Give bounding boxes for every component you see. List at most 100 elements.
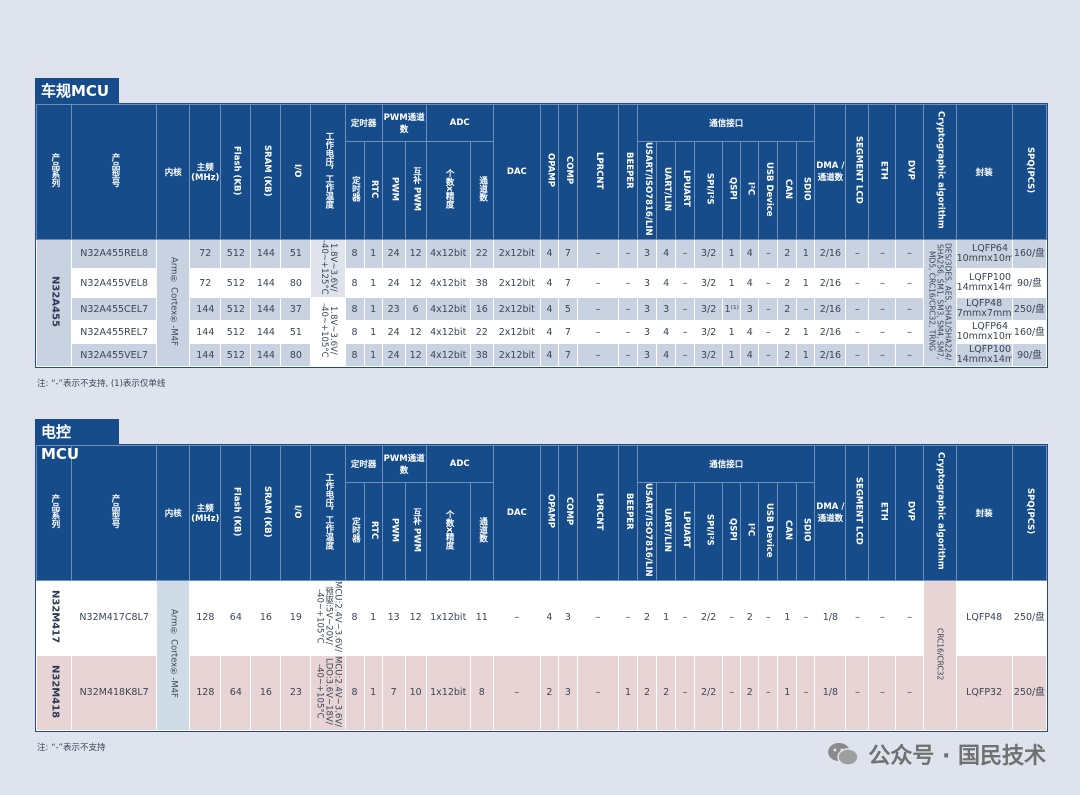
table-cell: 80: [280, 343, 312, 368]
table-cell: –: [796, 654, 816, 731]
table-row: N32A455VEL7 144 512 144 80 8 1 24 12 4x12bit 38 2x1…: [37, 343, 1048, 368]
table-cell: 2x12bit: [492, 297, 541, 322]
table-cell: 3: [637, 297, 658, 322]
table-cell: –: [675, 267, 696, 299]
table-cell: –: [845, 267, 870, 299]
column-header: PWM通道数: [381, 104, 427, 142]
table-cell: 4x12bit: [425, 343, 471, 368]
column-header: DVP: [895, 104, 924, 240]
table-cell: –: [868, 320, 897, 345]
motor-mcu-note: 注: “-”表示不支持: [37, 742, 106, 753]
column-header: 内核: [156, 104, 191, 240]
table-cell: 250/盘: [1011, 654, 1048, 731]
table-cell: 19: [280, 579, 312, 656]
table-cell: –: [618, 238, 639, 269]
column-header: 通信接口: [637, 104, 816, 142]
table-cell: 1.8V~3.6V/ -40~+105°C: [310, 297, 346, 368]
table-cell: 4: [539, 297, 559, 322]
column-subheader: SPI/I²S: [694, 141, 724, 240]
table-cell: 512: [220, 297, 252, 322]
table-cell: –: [868, 654, 897, 731]
table-cell: 8: [344, 343, 365, 368]
table-cell: 72: [189, 267, 222, 299]
table-cell: 1: [363, 297, 383, 322]
column-subheader: SDIO: [796, 482, 816, 581]
table-cell: –: [758, 343, 779, 368]
table-cell: –: [895, 579, 924, 656]
table-cell: 16: [250, 654, 282, 731]
column-subheader: 定时器: [344, 482, 365, 581]
table-cell: –: [895, 238, 924, 269]
table-cell: 2x12bit: [492, 238, 541, 269]
table-cell: –: [758, 297, 779, 322]
column-header: I/O: [280, 104, 312, 240]
column-header: SEGMENT LCD: [845, 104, 870, 240]
column-header: Flash (KB): [220, 104, 252, 240]
table-cell: 7: [557, 267, 578, 299]
column-header: COMP: [557, 104, 578, 240]
watermark: 公众号 · 国民技术: [826, 738, 1046, 770]
table-cell: –: [845, 297, 870, 322]
table-cell: –: [868, 343, 897, 368]
table-cell: –: [895, 320, 924, 345]
table-cell: –: [576, 579, 620, 656]
column-header: COMP: [557, 445, 578, 581]
table-cell: 3/2: [694, 343, 724, 368]
table-cell: 512: [220, 343, 252, 368]
table-cell: 2/2: [694, 654, 724, 731]
column-header: OPAMP: [539, 104, 559, 240]
table-cell: –: [845, 320, 870, 345]
table-cell: 3: [637, 320, 658, 345]
column-subheader: SDIO: [796, 141, 816, 240]
table-cell: 1: [656, 579, 677, 656]
wechat-icon: [826, 741, 860, 767]
column-header: 定时器: [344, 104, 383, 142]
table-cell: 1.8V~3.6V/ -40~+125°C: [310, 238, 346, 299]
table-cell: N32A455REL7: [71, 320, 158, 345]
column-subheader: LPUART: [675, 482, 696, 581]
table-row: N32A455REL7 144 512 144 51 8 1 24 12 4x12bit 22 2x1…: [37, 320, 1048, 345]
watermark-text: 公众号 · 国民技术: [868, 744, 1046, 769]
table-cell: –: [675, 320, 696, 345]
table-cell: 144: [250, 238, 282, 269]
table-cell: 1: [777, 579, 798, 656]
table-cell: 3: [557, 579, 578, 656]
column-header: SPQ(PCS): [1011, 445, 1048, 581]
table-cell: 2: [777, 343, 798, 368]
table-cell: 144: [189, 320, 222, 345]
table-cell: 4: [740, 343, 760, 368]
table-cell: 4: [539, 343, 559, 368]
table-cell: 8: [344, 238, 365, 269]
table-cell: –: [722, 579, 742, 656]
table-cell: 3/2: [694, 320, 724, 345]
auto-mcu-section: 车规MCU 产品系列 产品型号 内核 主频(MHz) Flash (KB) SRAM (K…: [35, 78, 1048, 390]
column-header: 主频(MHz): [189, 104, 222, 240]
table-cell: 144: [250, 297, 282, 322]
table-cell: 80: [280, 267, 312, 299]
table-cell: N32A455: [35, 238, 73, 368]
table-cell: 144: [250, 343, 282, 368]
table-cell: –: [895, 343, 924, 368]
column-subheader: SPI/I²S: [694, 482, 724, 581]
column-header: 定时器: [344, 445, 383, 483]
table-cell: 5: [557, 297, 578, 322]
table-cell: MCU:2.4V~3.6V/ LDO:3.6V~18V/ -40~+105°C: [310, 654, 346, 731]
table-cell: 1x12bit: [425, 654, 471, 731]
column-header: ETH: [868, 445, 897, 581]
column-subheader: USB Device: [758, 482, 779, 581]
table-cell: 128: [189, 654, 222, 731]
column-subheader: CAN: [777, 482, 798, 581]
table-cell: –: [618, 297, 639, 322]
table-cell: 38: [469, 343, 494, 368]
table-cell: –: [758, 320, 779, 345]
table-cell: –: [576, 267, 620, 299]
table-cell: –: [758, 238, 779, 269]
table-cell: –: [492, 579, 541, 656]
table-cell: 10: [404, 654, 427, 731]
table-row: N32A455CEL7 144 512 144 37 1.8V~3.6V/ -40~+10…: [37, 297, 1048, 368]
table-cell: 4: [656, 320, 677, 345]
column-header: 工作电压，工作温度: [310, 104, 346, 240]
table-cell: 51: [280, 238, 312, 269]
table-cell: –: [576, 320, 620, 345]
table-cell: 64: [220, 579, 252, 656]
